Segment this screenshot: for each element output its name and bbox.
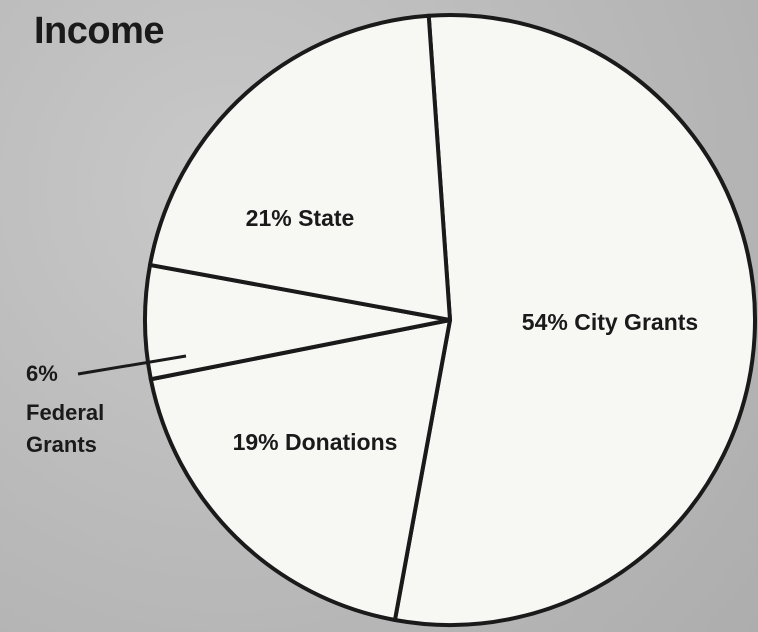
slice-label-federal-line2: Grants <box>26 432 97 457</box>
pie-slice-city-grants <box>392 13 757 627</box>
chart-title: Income <box>34 10 165 52</box>
pie-slice-state <box>148 13 452 322</box>
slice-label-federal-line1: Federal <box>26 400 104 425</box>
slice-label-city-grants: 54% City Grants <box>522 309 698 335</box>
slice-label-state: 21% State <box>246 205 355 231</box>
pie-slice-donations <box>148 318 452 622</box>
federal-callout-line <box>77 354 187 376</box>
pie-slices <box>143 13 757 627</box>
slice-label-donations: 19% Donations <box>233 429 398 455</box>
pie-labels: 54% City Grants 19% Donations 21% State … <box>26 205 698 457</box>
slice-label-federal-value: 6% <box>26 361 58 386</box>
